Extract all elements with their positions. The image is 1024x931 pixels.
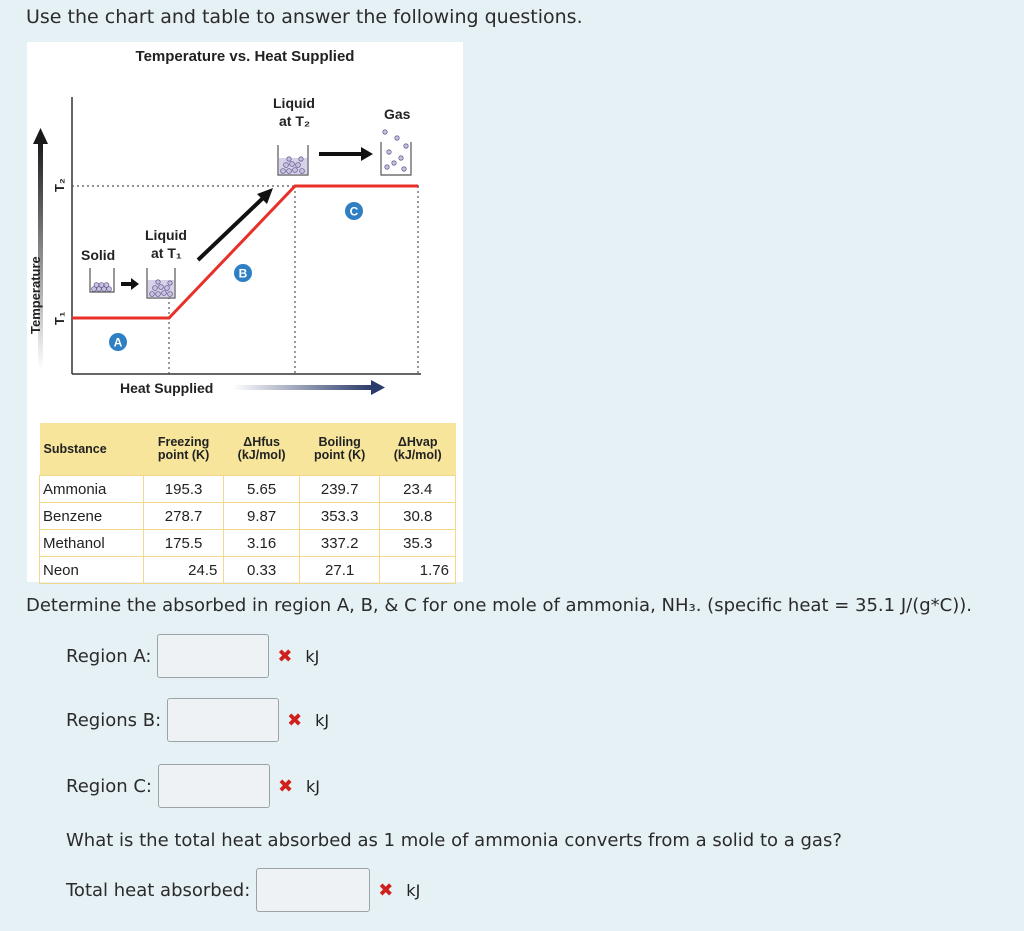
cell-substance: Methanol bbox=[39, 529, 144, 557]
cell-boiling: 353.3 bbox=[298, 502, 381, 530]
intro-text: Use the chart and table to answer the fo… bbox=[26, 6, 583, 28]
gas-beaker-icon bbox=[380, 129, 412, 176]
cell-freezing: 24.5 bbox=[142, 556, 225, 584]
cell-fus: 0.33 bbox=[223, 556, 300, 584]
unit-label: kJ bbox=[305, 646, 320, 666]
phase-label-liquid-t2: Liquid bbox=[273, 95, 315, 111]
heating-curve bbox=[72, 184, 418, 320]
t2-label: T₂ bbox=[52, 178, 67, 192]
header-delta-h-fus: ΔHfus (kJ/mol) bbox=[223, 423, 300, 476]
header-substance: Substance bbox=[39, 423, 144, 476]
phase-label-liquid-t1: Liquid bbox=[145, 227, 187, 243]
phase-label-liquid-t2-temp: at T₂ bbox=[279, 113, 310, 129]
cell-fus: 5.65 bbox=[223, 475, 300, 503]
incorrect-icon: ✖ bbox=[277, 775, 294, 797]
table-row: Neon 24.5 0.33 27.1 1.76 bbox=[39, 556, 456, 584]
answer-row-region-b: Regions B: ✖ kJ bbox=[66, 696, 329, 744]
heating-curve-figure: Temperature vs. Heat Supplied bbox=[27, 42, 463, 584]
region-marker-c: C bbox=[345, 202, 363, 220]
region-b-letter: B bbox=[239, 267, 248, 281]
cell-vap: 35.3 bbox=[379, 529, 456, 557]
question-total-text: What is the total heat absorbed as 1 mol… bbox=[66, 830, 842, 851]
heating-curve-chart: Solid Liquid at T₁ Liquid at T₂ Gas T₂ T… bbox=[28, 95, 421, 396]
unit-label: kJ bbox=[315, 710, 330, 730]
substance-data-table: Substance Freezing point (K) ΔHfus (kJ/mol… bbox=[39, 423, 456, 584]
cell-freezing: 175.5 bbox=[142, 529, 225, 557]
header-boiling-point: Boiling point (K) bbox=[299, 423, 380, 476]
phase-label-solid: Solid bbox=[81, 247, 115, 263]
rise-arrow bbox=[196, 188, 273, 262]
arrow-right-icon bbox=[319, 147, 373, 161]
arrow-right-icon bbox=[121, 278, 139, 290]
answer-row-total: Total heat absorbed: ✖ kJ bbox=[66, 866, 420, 914]
cell-substance: Benzene bbox=[39, 502, 144, 530]
chart-title: Temperature vs. Heat Supplied bbox=[135, 48, 355, 65]
answer-row-region-c: Region C: ✖ kJ bbox=[66, 762, 320, 810]
t1-label: T₁ bbox=[52, 312, 67, 325]
region-c-input[interactable] bbox=[157, 764, 270, 808]
cell-substance: Ammonia bbox=[39, 475, 144, 503]
header-delta-h-vap: ΔHvap (kJ/mol) bbox=[379, 423, 456, 476]
cell-vap: 30.8 bbox=[379, 502, 456, 530]
cell-boiling: 27.1 bbox=[298, 556, 381, 584]
region-marker-a: A bbox=[109, 333, 127, 351]
y-axis-arrow bbox=[33, 128, 48, 370]
table-row: Methanol 175.5 3.16 337.2 35.3 bbox=[39, 529, 456, 557]
region-b-input[interactable] bbox=[167, 698, 280, 742]
phase-label-liquid-t1-temp: at T₁ bbox=[151, 245, 182, 261]
incorrect-icon: ✖ bbox=[287, 709, 303, 731]
total-heat-input[interactable] bbox=[256, 868, 371, 912]
region-c-letter: C bbox=[350, 205, 359, 219]
region-b-label: Regions B: bbox=[66, 709, 162, 731]
cell-fus: 3.16 bbox=[223, 529, 300, 557]
phase-label-gas: Gas bbox=[384, 106, 411, 122]
cell-boiling: 239.7 bbox=[298, 475, 381, 503]
incorrect-icon: ✖ bbox=[378, 879, 394, 901]
cell-fus: 9.87 bbox=[223, 502, 300, 530]
cell-vap: 23.4 bbox=[379, 475, 456, 503]
region-a-input[interactable] bbox=[157, 634, 270, 678]
table-header-row: Substance Freezing point (K) ΔHfus (kJ/mol… bbox=[39, 423, 456, 476]
cell-vap: 1.76 bbox=[379, 556, 456, 584]
region-marker-b: B bbox=[234, 264, 252, 282]
liquid-t2-beaker-icon bbox=[277, 145, 309, 176]
cell-freezing: 278.7 bbox=[142, 502, 225, 530]
region-a-letter: A bbox=[114, 336, 123, 350]
unit-label: kJ bbox=[305, 776, 320, 796]
unit-label: kJ bbox=[406, 880, 421, 900]
answer-row-region-a: Region A: ✖ kJ bbox=[66, 632, 319, 680]
header-freezing-point: Freezing point (K) bbox=[143, 423, 224, 476]
solid-beaker-icon bbox=[89, 268, 115, 293]
region-a-label: Region A: bbox=[66, 645, 152, 667]
cell-freezing: 195.3 bbox=[142, 475, 225, 503]
incorrect-icon: ✖ bbox=[277, 645, 293, 667]
x-axis-label: Heat Supplied bbox=[120, 380, 213, 396]
region-c-label: Region C: bbox=[66, 775, 152, 797]
x-axis-arrow bbox=[233, 380, 385, 395]
cell-boiling: 337.2 bbox=[298, 529, 381, 557]
liquid-t1-beaker-icon bbox=[146, 268, 176, 299]
table-row: Benzene 278.7 9.87 353.3 30.8 bbox=[39, 502, 456, 530]
question-text: Determine the absorbed in region A, B, &… bbox=[26, 595, 972, 616]
cell-substance: Neon bbox=[39, 556, 144, 584]
y-axis-label: Temperature bbox=[28, 256, 43, 334]
table-row: Ammonia 195.3 5.65 239.7 23.4 bbox=[39, 475, 456, 503]
total-label: Total heat absorbed: bbox=[66, 879, 251, 901]
